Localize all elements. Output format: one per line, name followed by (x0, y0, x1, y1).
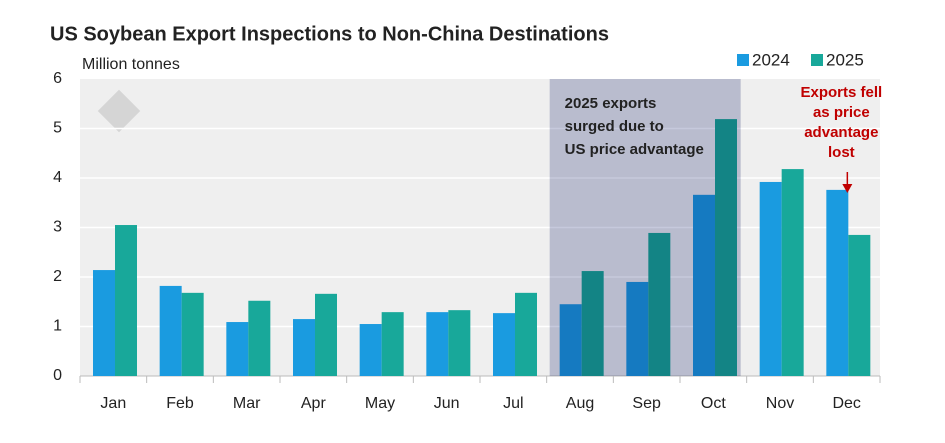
y-tick-label: 3 (53, 219, 62, 236)
annotation-text: 2025 exports (565, 95, 657, 112)
x-tick-label: Jan (100, 395, 126, 412)
x-tick-label: Jul (503, 395, 523, 412)
bar (848, 234, 871, 376)
bar (181, 292, 204, 376)
legend-swatch (737, 54, 749, 66)
x-tick-label: Jun (434, 395, 460, 412)
bar (93, 270, 115, 376)
annotation-text: surged due to (565, 118, 664, 135)
x-tick-label: Oct (701, 395, 726, 412)
legend-swatch (811, 54, 823, 66)
legend-label: 2025 (826, 50, 864, 69)
bar (826, 189, 849, 376)
chart-title: US Soybean Export Inspections to Non-Chi… (50, 23, 609, 45)
bar (159, 285, 182, 376)
highlight-region (549, 79, 741, 376)
bar (315, 293, 337, 376)
bar (248, 300, 271, 376)
bar (493, 313, 515, 376)
y-tick-label: 6 (53, 70, 62, 87)
bar (426, 312, 449, 376)
y-tick-label: 1 (53, 318, 62, 335)
y-tick-label: 0 (53, 367, 62, 384)
bar (759, 181, 782, 376)
y-tick-label: 5 (53, 120, 62, 137)
x-tick-label: Nov (766, 395, 794, 412)
y-axis-label: Million tonnes (82, 56, 180, 73)
bar (781, 169, 804, 376)
x-tick-label: Apr (301, 395, 327, 412)
bar (226, 322, 249, 376)
annotation-text: as price (813, 104, 870, 121)
bar (448, 310, 471, 376)
bar (293, 319, 315, 376)
bar (115, 225, 137, 376)
x-tick-label: Dec (832, 395, 860, 412)
annotation-text: lost (828, 144, 855, 161)
legend-label: 2024 (752, 50, 790, 69)
x-tick-label: May (365, 395, 395, 412)
x-tick-label: Aug (566, 395, 594, 412)
annotation-text: US price advantage (565, 141, 704, 158)
annotation-text: advantage (804, 124, 878, 141)
x-tick-label: Sep (632, 395, 661, 412)
x-tick-label: Mar (233, 395, 261, 412)
annotation-arrowhead (842, 184, 853, 193)
y-tick-label: 4 (53, 169, 62, 186)
annotation-text: Exports fell (800, 84, 882, 101)
bar (515, 292, 537, 376)
bar (359, 324, 382, 376)
x-tick-label: Feb (166, 395, 194, 412)
bar (381, 312, 404, 376)
y-tick-label: 2 (53, 268, 62, 285)
